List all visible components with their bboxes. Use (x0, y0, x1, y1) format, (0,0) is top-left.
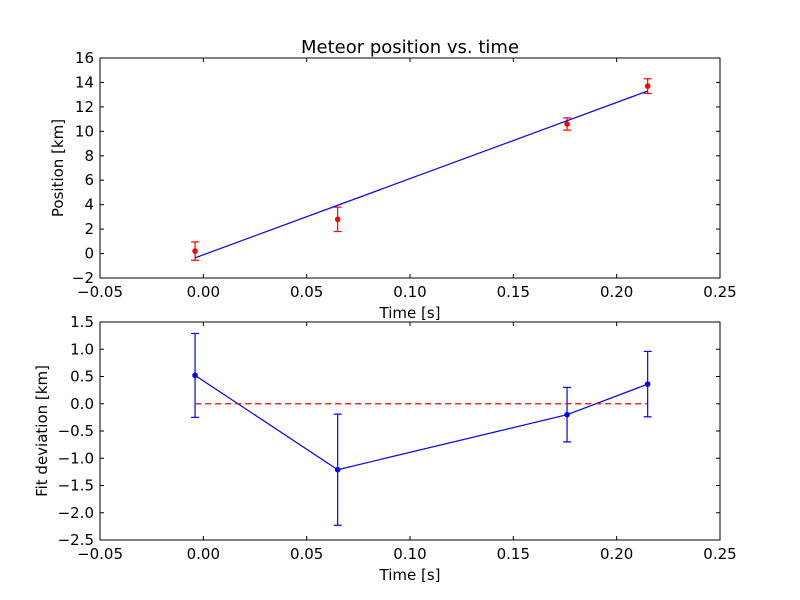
y-tick-label: 4 (84, 196, 94, 214)
y-tick-label: 6 (84, 171, 94, 189)
data-point (564, 411, 570, 418)
x-tick-label: −0.05 (77, 545, 123, 563)
y-tick-label: −2 (72, 269, 94, 287)
y-tick-label: 16 (75, 49, 94, 67)
fit-line (194, 90, 648, 259)
y-axis-label: Fit deviation [km] (33, 365, 51, 497)
x-tick-label: 0.00 (187, 283, 220, 301)
x-tick-label: 0.05 (290, 283, 323, 301)
data-point (644, 83, 651, 89)
x-tick-label: 0.15 (497, 283, 530, 301)
y-tick-label: 0.0 (70, 395, 94, 413)
x-tick-label: 0.20 (600, 545, 633, 563)
data-point (192, 248, 198, 254)
y-tick-label: −1.5 (58, 477, 94, 495)
y-tick-label: −0.5 (58, 422, 94, 440)
y-tick-label: 1.0 (70, 340, 94, 358)
x-tick-label: 0.15 (497, 545, 530, 563)
y-tick-label: −2.5 (58, 531, 94, 549)
deviation-plot: −0.05 0.00 0.05 0.10 0.15 0.20 0.25 −2.5 −2.0 −1.… (33, 313, 737, 584)
y-tick-label: 8 (84, 147, 94, 165)
y-tick-label: 2 (84, 220, 94, 238)
y-tick-label: 0.5 (70, 368, 94, 386)
position-plot: −0.05 0.00 0.05 0.10 0.15 0.20 0.25 −2 0 2 4 6 8 10 12… (49, 49, 737, 322)
data-point (334, 216, 341, 223)
x-tick-label: 0.05 (290, 545, 323, 563)
y-tick-label: 12 (75, 98, 94, 116)
data-point (334, 466, 341, 473)
y-tick-label: 0 (84, 245, 94, 263)
data-point (644, 381, 651, 387)
x-tick-label: −0.05 (77, 283, 123, 301)
data-point (192, 372, 198, 379)
x-tick-label: 0.20 (600, 283, 633, 301)
data-point (564, 121, 570, 127)
x-tick-label: 0.00 (187, 545, 220, 563)
y-tick-label: 10 (75, 122, 94, 140)
y-axis-label: Position [km] (49, 119, 67, 217)
x-tick-label: 0.10 (393, 283, 426, 301)
y-tick-label: 14 (75, 73, 94, 91)
chart-title: Meteor position vs. time (301, 37, 519, 58)
deviation-line (194, 374, 648, 471)
x-axis-label: Time [s] (379, 566, 441, 584)
y-tick-label: −1.0 (58, 449, 94, 467)
x-tick-label: 0.10 (393, 545, 426, 563)
x-axis-label: Time [s] (379, 304, 441, 322)
y-tick-label: −2.0 (58, 504, 94, 522)
x-tick-label: 0.25 (703, 545, 736, 563)
y-tick-label: 1.5 (70, 313, 94, 331)
x-tick-label: 0.25 (703, 283, 736, 301)
